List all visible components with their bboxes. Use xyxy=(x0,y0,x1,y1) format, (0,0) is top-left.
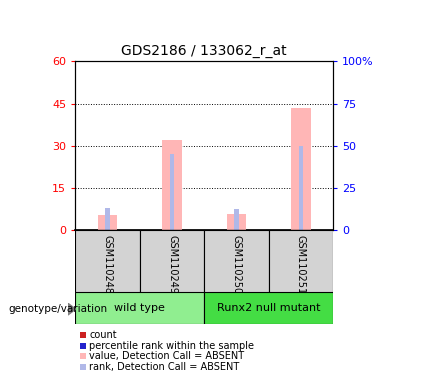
Bar xyxy=(75,230,140,292)
Polygon shape xyxy=(68,303,76,315)
Bar xyxy=(140,230,204,292)
Bar xyxy=(80,364,86,370)
Text: GSM110248: GSM110248 xyxy=(102,235,113,294)
Bar xyxy=(204,292,333,324)
Text: wild type: wild type xyxy=(114,303,165,313)
Text: GSM110249: GSM110249 xyxy=(167,235,177,294)
Bar xyxy=(291,108,310,230)
Text: genotype/variation: genotype/variation xyxy=(9,304,108,314)
Bar xyxy=(269,230,333,292)
Bar xyxy=(105,208,110,230)
Bar xyxy=(162,140,181,230)
Text: count: count xyxy=(89,330,117,340)
Text: rank, Detection Call = ABSENT: rank, Detection Call = ABSENT xyxy=(89,362,239,372)
Text: percentile rank within the sample: percentile rank within the sample xyxy=(89,341,254,351)
Bar xyxy=(80,343,86,349)
Bar xyxy=(299,146,303,230)
Bar xyxy=(170,154,174,230)
Title: GDS2186 / 133062_r_at: GDS2186 / 133062_r_at xyxy=(121,44,287,58)
Bar xyxy=(80,353,86,359)
Bar xyxy=(98,215,117,230)
Text: Runx2 null mutant: Runx2 null mutant xyxy=(217,303,320,313)
Bar xyxy=(234,209,239,230)
Bar xyxy=(204,230,269,292)
Text: value, Detection Call = ABSENT: value, Detection Call = ABSENT xyxy=(89,351,244,361)
Bar xyxy=(80,332,86,338)
Text: GSM110251: GSM110251 xyxy=(296,235,306,295)
Bar xyxy=(75,292,204,324)
Text: GSM110250: GSM110250 xyxy=(231,235,242,295)
Bar xyxy=(227,214,246,230)
